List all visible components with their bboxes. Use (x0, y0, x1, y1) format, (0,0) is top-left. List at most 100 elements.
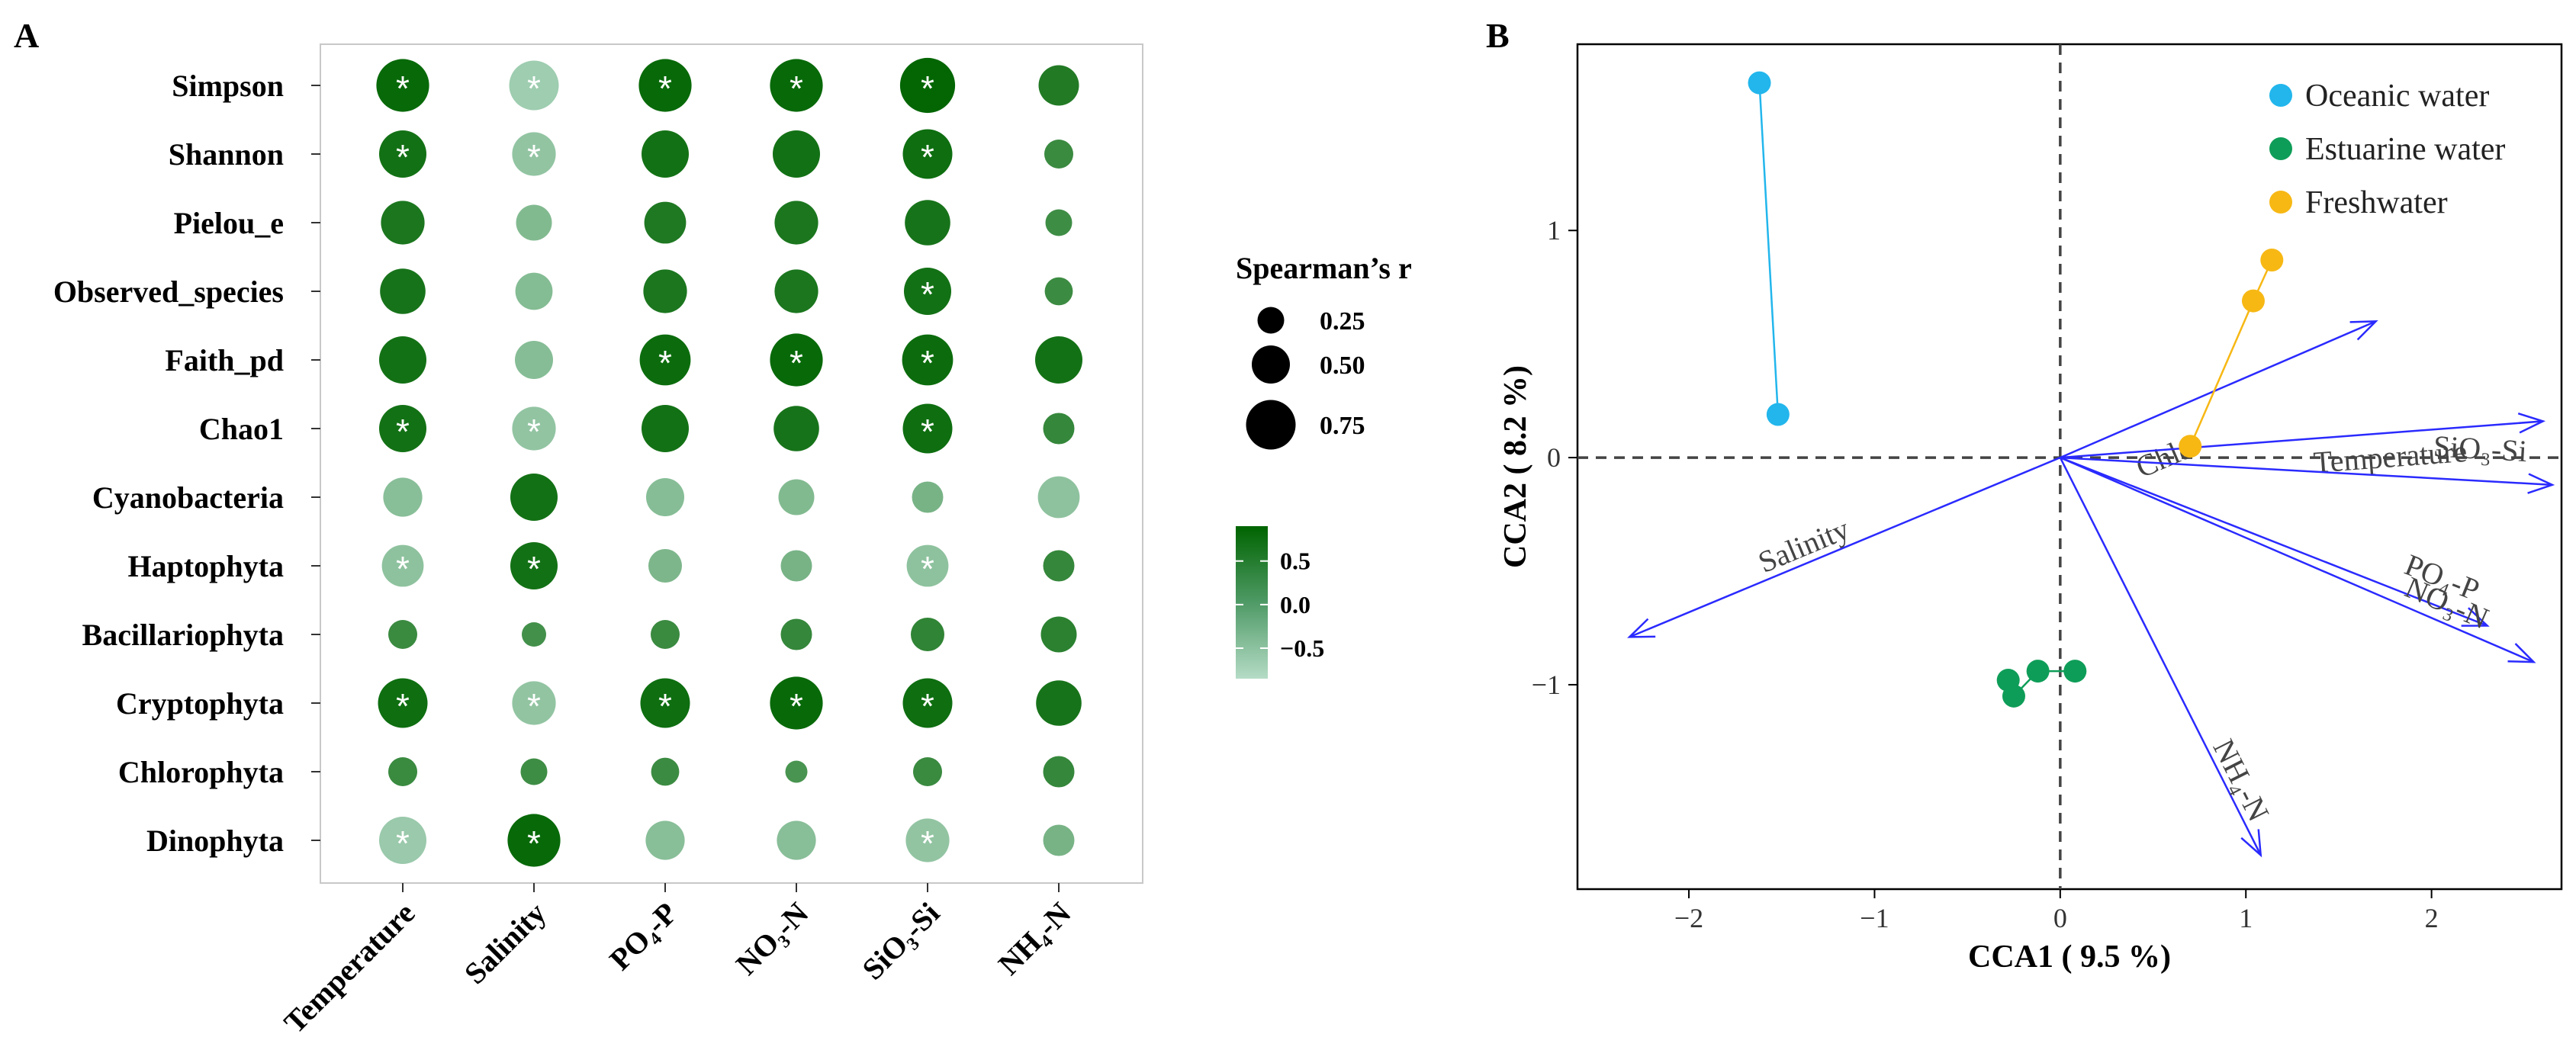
correlation-bubble (642, 130, 689, 178)
x-tick-label: −1 (1860, 903, 1889, 933)
color-legend-label: 0.0 (1280, 591, 1311, 618)
correlation-bubble (520, 758, 548, 785)
sample-point (2179, 435, 2202, 458)
correlation-bubble (785, 760, 808, 783)
panel-a-frame (320, 43, 1143, 884)
significance-star: * (790, 343, 803, 383)
correlation-bubble (638, 59, 692, 112)
row-label: Chao1 (199, 412, 284, 446)
significance-star: * (396, 412, 410, 451)
column-label: NH₄-N (992, 895, 1078, 981)
correlation-bubble (1038, 65, 1079, 106)
size-legend-title: Spearman’s r (1236, 251, 1412, 285)
correlation-bubble (515, 272, 553, 310)
color-legend-label: 0.5 (1280, 548, 1311, 575)
y-tick-label: −1 (1532, 670, 1561, 700)
correlation-bubble (1040, 616, 1077, 653)
significance-star: * (396, 549, 410, 589)
row-label: Chlorophyta (118, 755, 284, 789)
correlation-bubble (388, 757, 417, 786)
correlation-bubble (1044, 140, 1073, 169)
correlation-bubble (774, 201, 818, 245)
biplot-vector (2060, 456, 2488, 627)
significance-star: * (527, 549, 541, 589)
correlation-bubble (651, 620, 680, 649)
column-label: SiO₃-Si (855, 896, 946, 987)
correlation-bubble (780, 550, 812, 582)
legend-label: Oceanic water (2305, 79, 2489, 114)
column-label: NO₃-N (729, 895, 815, 981)
biplot-vector (2060, 456, 2534, 663)
significance-star: * (527, 686, 541, 726)
significance-star: * (921, 686, 934, 726)
correlation-bubble (912, 481, 944, 513)
size-legend-label: 0.25 (1320, 307, 1365, 336)
correlation-bubble (388, 620, 417, 649)
color-legend: 0.5 0.0 −0.5 (1236, 526, 1324, 679)
y-tick-label: 0 (1547, 442, 1561, 473)
correlation-bubble (902, 403, 953, 454)
correlation-bubble (770, 333, 823, 387)
x-tick-label: 2 (2425, 903, 2439, 933)
column-label: PO₄-P (603, 896, 683, 977)
size-legend-circle (1252, 345, 1290, 384)
significance-star: * (527, 412, 541, 451)
row-label: Bacillariophyta (82, 618, 284, 652)
significance-star: * (527, 69, 541, 108)
vector-label: SiO₃-Si (2433, 429, 2528, 468)
significance-star: * (921, 343, 934, 383)
significance-star: * (921, 69, 934, 108)
correlation-bubble (379, 130, 426, 178)
biplot-arrowhead (2507, 643, 2536, 663)
correlation-bubble (639, 334, 691, 386)
size-legend-circle (1257, 307, 1285, 334)
biplot-arrowhead (2527, 473, 2555, 494)
significance-star: * (658, 686, 672, 726)
panel-a-label: A (14, 16, 39, 55)
x-tick-label: 0 (2053, 903, 2067, 933)
correlation-bubble (899, 57, 956, 114)
significance-star: * (790, 69, 803, 108)
sample-point (2002, 684, 2025, 708)
correlation-bubble (648, 549, 682, 583)
color-legend-label: −0.5 (1280, 634, 1324, 662)
correlation-bubble (902, 334, 954, 386)
correlation-bubble (1043, 550, 1075, 582)
biplot-arrowhead (2461, 607, 2490, 627)
panel-a: A Simpson Shannon Pielou_e Observed_species… (14, 16, 1412, 1039)
significance-star: * (527, 137, 541, 177)
correlation-bubble (512, 681, 556, 725)
panel-b-frame (1576, 43, 2563, 891)
size-legend-label: 0.75 (1320, 412, 1365, 440)
column-label: Temperature (277, 896, 421, 1040)
correlation-bubble (773, 130, 820, 178)
correlation-bubble (1045, 209, 1073, 236)
correlation-bubble (777, 821, 816, 860)
biplot-vector (2060, 420, 2543, 459)
correlation-bubble (510, 474, 558, 521)
correlation-bubble (905, 200, 950, 246)
legend-marker (2269, 84, 2292, 107)
correlation-bubble (1043, 413, 1075, 445)
correlation-bubble (509, 60, 559, 111)
x-tick-label: 1 (2239, 903, 2253, 933)
correlation-bubble (1036, 680, 1082, 726)
row-label: Cryptophyta (116, 686, 284, 721)
correlation-bubble (904, 268, 951, 315)
significance-star: * (396, 137, 410, 177)
correlation-bubble (643, 269, 687, 313)
biplot-vector (2060, 320, 2377, 459)
size-legend-label: 0.50 (1320, 352, 1365, 380)
row-label: Pielou_e (174, 206, 284, 240)
correlation-bubble (905, 818, 950, 862)
correlation-bubble (902, 129, 953, 179)
significance-star: * (921, 549, 934, 589)
vector-label: Salinity (1753, 512, 1854, 580)
correlation-bubble (778, 479, 815, 515)
significance-star: * (658, 343, 672, 383)
sample-point (2026, 660, 2050, 683)
correlation-bubble (906, 544, 949, 587)
correlation-bubble (1044, 277, 1073, 306)
